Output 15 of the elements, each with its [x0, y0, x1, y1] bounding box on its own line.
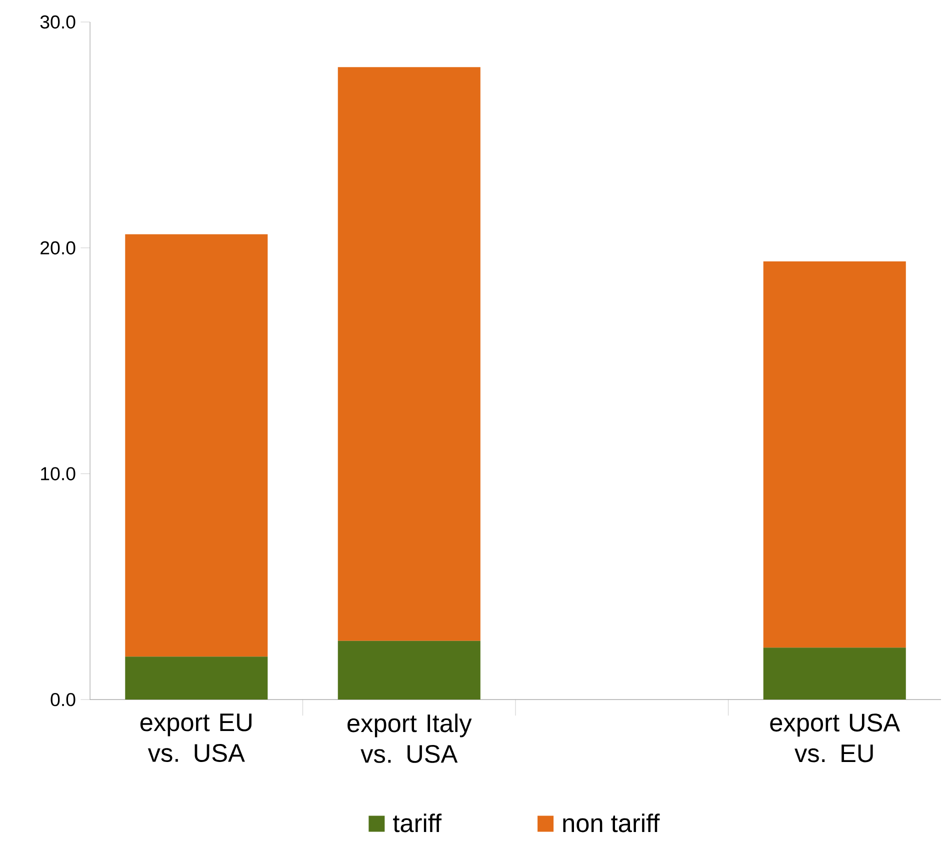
legend-label: tariff: [393, 814, 442, 832]
bar: [338, 640, 480, 700]
y-tick-label: 20.0: [40, 241, 76, 254]
x-tick-label: export USA vs. EU: [770, 714, 900, 762]
y-tick-label: 0.0: [50, 692, 76, 706]
bar: [125, 656, 268, 700]
y-tick-label: 10.0: [41, 467, 76, 480]
legend-label: non tariff: [563, 814, 660, 832]
y-tick-label: 30.0: [40, 15, 76, 29]
bar: [125, 234, 268, 657]
x-tick-label: export Italy vs. USA: [348, 714, 472, 763]
x-tick-label: export EU vs. USA: [140, 714, 252, 762]
bar: [338, 67, 480, 641]
bar: [763, 648, 906, 700]
bar: [763, 261, 906, 648]
